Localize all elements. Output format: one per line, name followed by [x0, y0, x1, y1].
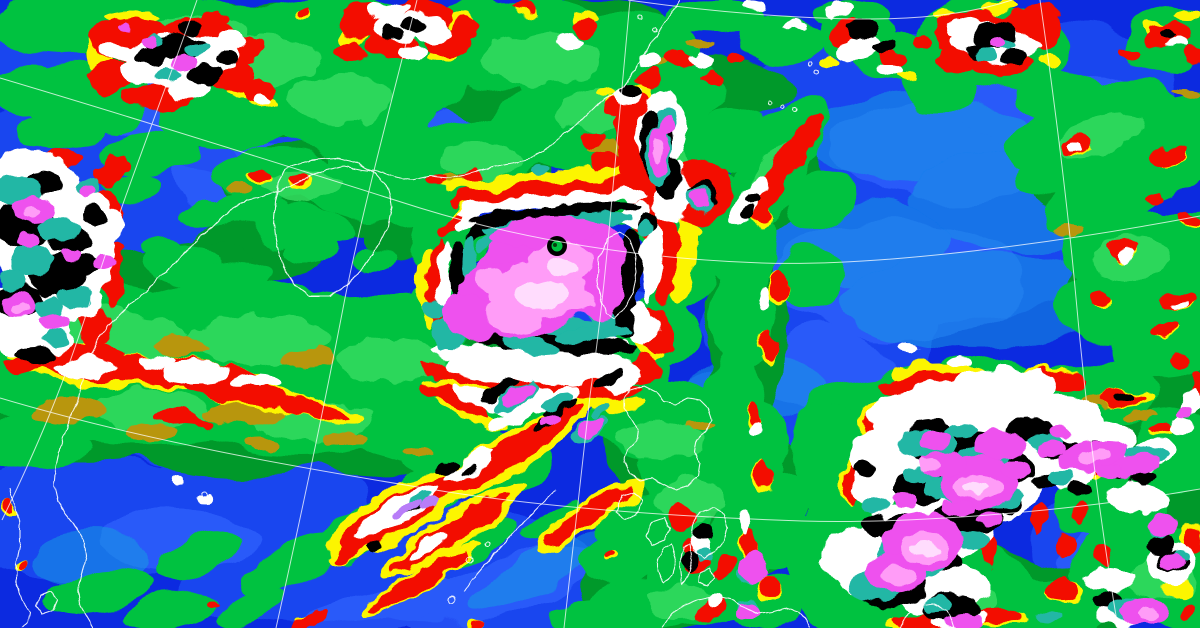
graticule-parallel	[627, 0, 1013, 20]
graticule-meridian	[1, 0, 198, 521]
graticule-parallel	[0, 77, 1200, 264]
ir-layer-lavender	[389, 495, 437, 520]
graticule-parallel	[0, 397, 1200, 522]
graticule-meridian	[563, 0, 631, 628]
graticule-meridian	[1039, 0, 1119, 628]
typhoon-eye	[547, 236, 567, 256]
ir-layer-pink-bright	[516, 259, 988, 558]
graticule-meridian	[275, 0, 418, 628]
ir-layer-magenta-light	[12, 138, 1162, 622]
